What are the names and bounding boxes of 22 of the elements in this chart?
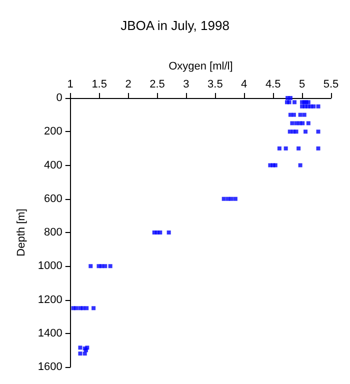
y-tick-label: 0 bbox=[56, 92, 62, 104]
x-tick-label: 3.5 bbox=[208, 78, 223, 90]
x-tick-label: 4.5 bbox=[265, 78, 281, 90]
x-axis-title: Oxygen [ml/l] bbox=[168, 60, 233, 72]
chart-title: JBOA in July, 1998 bbox=[120, 18, 230, 33]
x-tick-label: 4 bbox=[241, 78, 248, 90]
x-tick-label: 3 bbox=[183, 78, 190, 90]
y-tick-label: 800 bbox=[44, 226, 62, 238]
x-tick-label: 2 bbox=[125, 78, 132, 90]
y-tick-label: 600 bbox=[44, 192, 62, 205]
x-tick-label: 1.5 bbox=[92, 78, 107, 90]
y-tick-label: 200 bbox=[44, 126, 62, 138]
x-tick-label: 5.5 bbox=[323, 78, 339, 90]
y-tick-label: 1000 bbox=[38, 260, 62, 272]
y-tick-label: 1200 bbox=[38, 294, 62, 306]
x-tick-label: 5 bbox=[298, 78, 306, 90]
x-tick-label: 1 bbox=[67, 78, 74, 90]
x-tick-label: 2.5 bbox=[150, 78, 165, 90]
y-tick-label: 1400 bbox=[38, 327, 62, 340]
y-axis-title: Depth [m] bbox=[16, 208, 28, 256]
y-tick-label: 400 bbox=[44, 159, 62, 172]
y-tick-label: 1600 bbox=[38, 361, 62, 373]
